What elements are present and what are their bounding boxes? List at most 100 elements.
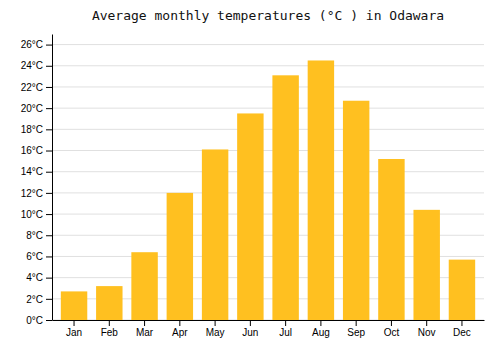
x-tick-mark [320, 320, 321, 326]
y-tick-mark [46, 256, 52, 257]
x-tick-label: Aug [312, 327, 330, 338]
x-tick-label: Oct [384, 327, 400, 338]
grid-line [52, 44, 484, 45]
y-tick-label: 10°C [21, 209, 43, 220]
grid-line [52, 108, 484, 109]
x-tick-label: Sep [347, 327, 365, 338]
x-tick: Apr [172, 320, 188, 338]
y-tick-mark [46, 193, 52, 194]
x-tick-mark [215, 320, 216, 326]
x-tick: Aug [312, 320, 330, 338]
x-tick: Jan [66, 320, 82, 338]
x-tick-mark [285, 320, 286, 326]
y-tick-label: 22°C [21, 82, 43, 93]
bar [96, 286, 122, 320]
y-tick-mark [46, 151, 52, 152]
x-tick-label: Nov [418, 327, 436, 338]
x-tick-label: Jan [66, 327, 82, 338]
y-tick-label: 16°C [21, 145, 43, 156]
x-tick-label: Feb [101, 327, 119, 338]
plot: Jan Feb Mar Apr May Jun Jul Aug Sep Oct Nov Dec 0°C 2… [21, 35, 485, 339]
bar [449, 260, 475, 320]
y-tick: 26°C [21, 39, 52, 50]
x-tick: Jul [279, 320, 292, 338]
x-tick-mark [356, 320, 357, 326]
y-tick: 14°C [21, 166, 52, 177]
y-tick-mark [46, 299, 52, 300]
x-tick-label: Dec [453, 327, 471, 338]
bar [237, 113, 263, 320]
y-tick: 22°C [21, 82, 52, 93]
y-tick-label: 18°C [21, 124, 43, 135]
x-tick-label: Jul [279, 327, 292, 338]
y-tick: 2°C [26, 294, 52, 305]
x-tick-mark [391, 320, 392, 326]
x-tick-mark [74, 320, 75, 326]
bar [343, 101, 369, 320]
y-tick-label: 24°C [21, 60, 43, 71]
x-tick-label: Mar [136, 327, 154, 338]
x-tick-mark [144, 320, 145, 326]
x-tick-mark [426, 320, 427, 326]
x-tick-label: May [206, 327, 225, 338]
y-tick: 18°C [21, 124, 52, 135]
y-tick-label: 8°C [26, 230, 43, 241]
y-tick-label: 4°C [26, 272, 43, 283]
y-tick-mark [46, 129, 52, 130]
x-tick: May [206, 320, 225, 338]
y-tick-label: 6°C [26, 251, 43, 262]
x-tick: Sep [347, 320, 365, 338]
marks [61, 60, 475, 320]
bar [131, 252, 157, 320]
x-axis-line [53, 320, 485, 321]
x-tick: Oct [384, 320, 400, 338]
x-tick: Mar [136, 320, 154, 338]
y-tick: 24°C [21, 60, 52, 71]
y-tick: 16°C [21, 145, 52, 156]
y-tick: 20°C [21, 103, 52, 114]
y-tick-label: 2°C [26, 294, 43, 305]
bar [413, 210, 439, 320]
y-tick-mark [46, 214, 52, 215]
grid-line [52, 65, 484, 66]
y-tick: 6°C [26, 251, 52, 262]
x-tick-mark [250, 320, 251, 326]
bar [61, 291, 87, 320]
x-tick-label: Apr [172, 327, 188, 338]
chart: Jan Feb Mar Apr May Jun Jul Aug Sep Oct Nov Dec 0°C 2… [0, 0, 500, 350]
y-tick-label: 14°C [21, 166, 43, 177]
y-tick-mark [46, 278, 52, 279]
x-tick: Jun [242, 320, 258, 338]
x-tick: Feb [101, 320, 119, 338]
title: Average monthly temperatures (°C ) in Od… [92, 8, 444, 23]
x-tick-mark [461, 320, 462, 326]
grid-line [52, 171, 484, 172]
x-tick-mark [179, 320, 180, 326]
bar [272, 75, 298, 320]
x-axis: Jan Feb Mar Apr May Jun Jul Aug Sep Oct Nov Dec [53, 320, 485, 338]
y-tick-mark [46, 320, 52, 321]
y-tick-mark [46, 87, 52, 88]
bar [308, 60, 334, 320]
grid-line [52, 86, 484, 87]
y-tick-mark [46, 172, 52, 173]
y-tick-label: 20°C [21, 103, 43, 114]
y-tick-mark [46, 66, 52, 67]
bar [167, 193, 193, 320]
y-tick: 0°C [26, 315, 52, 326]
grid-line [52, 129, 484, 130]
y-tick-mark [46, 45, 52, 46]
y-axis: 0°C 2°C 4°C 6°C 8°C 10°C 12°C 14°C 16°C 18°C 20°C 2… [21, 35, 53, 326]
y-tick: 8°C [26, 230, 52, 241]
y-tick: 10°C [21, 209, 52, 220]
x-tick: Dec [453, 320, 471, 338]
grid-line [52, 150, 484, 151]
y-tick: 4°C [26, 272, 52, 283]
y-tick-mark [46, 235, 52, 236]
y-tick-label: 0°C [26, 315, 43, 326]
grid-line [52, 192, 484, 193]
y-tick: 12°C [21, 188, 52, 199]
x-tick-label: Jun [242, 327, 258, 338]
x-tick-mark [109, 320, 110, 326]
x-tick: Nov [418, 320, 436, 338]
